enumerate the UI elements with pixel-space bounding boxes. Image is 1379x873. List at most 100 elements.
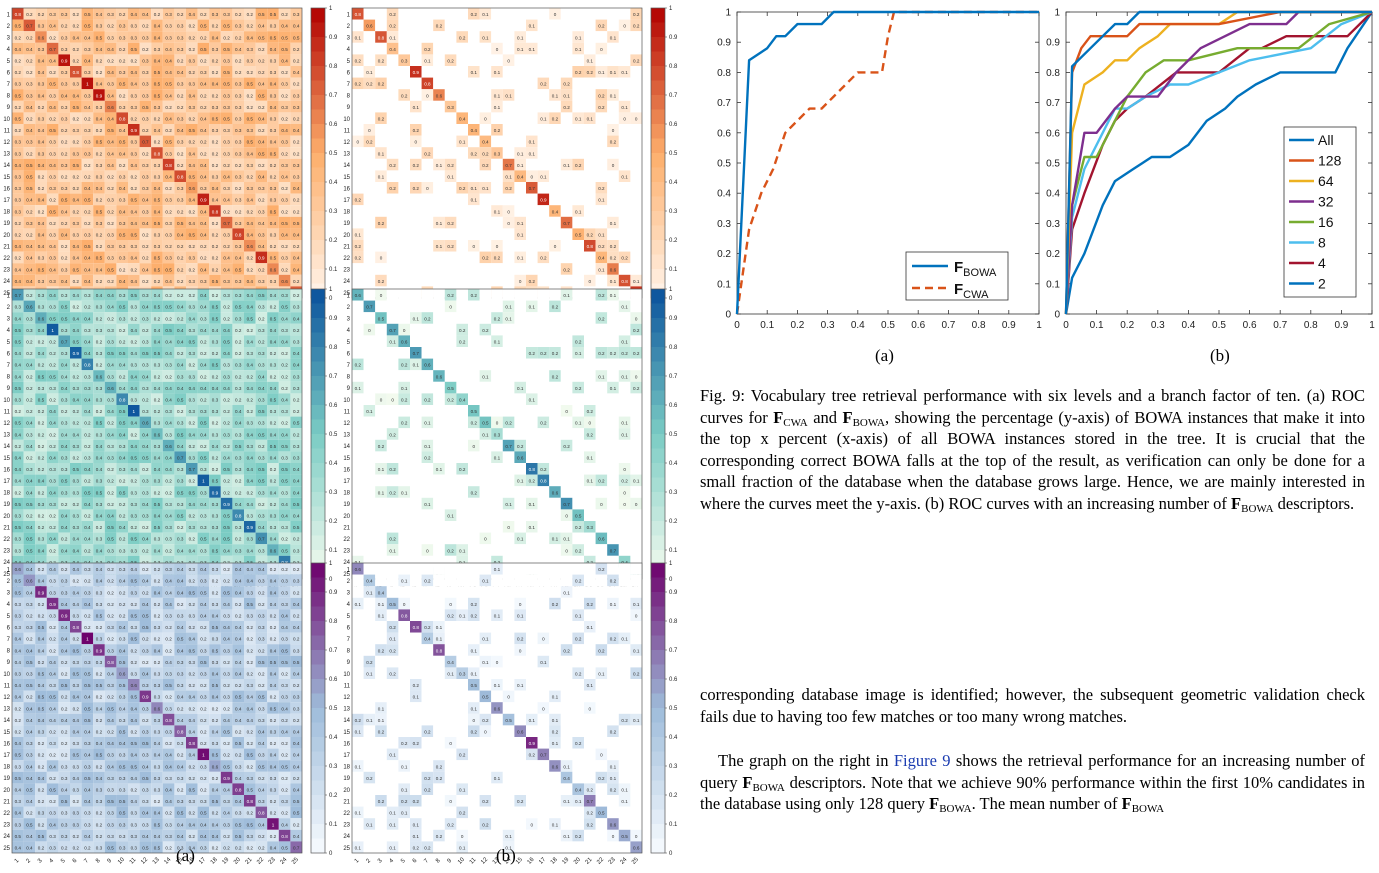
matrix-cell-value: 0.2 [258, 340, 265, 345]
matrix-cell-value: 0.2 [15, 256, 22, 261]
matrix-cell-value: 0.4 [235, 660, 242, 665]
matrix-cell [421, 347, 434, 359]
matrix-cell [433, 428, 445, 440]
matrix-cell [386, 216, 399, 229]
matrix-cell-value: 0.3 [107, 444, 114, 449]
colorbar-segment [651, 289, 665, 304]
matrix-cell-value: 0.4 [61, 625, 68, 630]
matrix-cell-value: 0.2 [61, 128, 68, 133]
matrix-cell-value: 0.3 [189, 105, 196, 110]
matrix-cell-value: 0.4 [177, 648, 184, 653]
matrix-cell [209, 158, 221, 171]
matrix-cell-value: 0.4 [235, 256, 242, 261]
matrix-cell [468, 428, 480, 440]
matrix-cell [607, 451, 619, 463]
matrix-cell [421, 8, 434, 20]
matrix-cell [232, 19, 244, 32]
matrix-cell-value: 0.3 [49, 305, 56, 310]
matrix-cell-value: 0.2 [235, 70, 242, 75]
matrix-row-tick: 4 [347, 47, 351, 53]
matrix-cell-value: 0.2 [119, 93, 126, 98]
matrix-cell [232, 182, 244, 194]
matrix-cell-value: 0.3 [258, 186, 265, 191]
matrix-cell-value: 0.1 [610, 293, 617, 298]
matrix-cell [526, 312, 538, 324]
matrix-cell [70, 42, 82, 55]
matrix-cell-value: 0.2 [413, 186, 420, 191]
matrix-cell-value: 0.2 [84, 163, 91, 168]
matrix-cell [444, 323, 457, 336]
matrix-cell [595, 323, 608, 336]
matrix-cell [584, 463, 596, 475]
matrix-cell-value: 0.5 [96, 35, 103, 40]
matrix-cell [104, 100, 117, 113]
matrix-cell-value: 0.9 [223, 502, 230, 507]
matrix-row-tick: 4 [7, 328, 11, 334]
matrix-cell [12, 8, 24, 20]
matrix-cell-value: 0.5 [119, 421, 126, 426]
colorbar-tick-label: 0.8 [329, 64, 338, 70]
matrix-cell-value: 0.3 [61, 163, 68, 168]
matrix-cell [386, 66, 399, 78]
matrix-cell-value: 0.3 [235, 432, 242, 437]
matrix-cell [244, 193, 256, 206]
matrix-cell-value: 0.3 [131, 244, 138, 249]
matrix-cell-value: 0.3 [96, 305, 103, 310]
matrix-cell-value: 0.2 [212, 140, 219, 145]
matrix-cell [595, 463, 608, 475]
matrix-row-tick: 23 [3, 268, 10, 274]
matrix-cell-value: 0.4 [177, 444, 184, 449]
matrix-cell-value: 0.2 [61, 660, 68, 665]
matrix-cell-value: 0.5 [258, 409, 265, 414]
matrix-cell-value: 0.4 [247, 305, 254, 310]
matrix-cell [433, 228, 445, 240]
matrix-cell-value: 0.4 [119, 186, 126, 191]
matrix-cell-value: 0.4 [61, 363, 68, 368]
matrix-cell-value: 0.3 [165, 151, 172, 156]
matrix-cell-value: 0.2 [281, 209, 288, 214]
matrix-cell [386, 124, 399, 136]
matrix-cell [410, 335, 422, 347]
matrix-cell [128, 193, 140, 206]
matrix-cell [479, 509, 492, 521]
matrix-cell-value: 0.2 [131, 340, 138, 345]
matrix-cell [479, 521, 492, 533]
matrix-cell-value: 0.2 [355, 59, 362, 64]
matrix-cell-value: 0.4 [281, 625, 288, 630]
matrix-cell-value: 0.2 [212, 579, 219, 584]
matrix-cell [421, 405, 434, 417]
matrix-cell-value: 0.2 [598, 105, 605, 110]
matrix-cell-value: 0.5 [119, 82, 126, 87]
matrix-cell [58, 19, 70, 32]
matrix-row-tick: 7 [347, 82, 351, 88]
matrix-cell-value: 0.2 [189, 363, 196, 368]
matrix-cell [560, 393, 573, 405]
matrix-cell-value: 0.5 [189, 233, 196, 238]
colorbar-tick-label: 0.8 [329, 345, 338, 351]
matrix-cell [139, 147, 152, 159]
matrix-cell-value: 0.5 [26, 163, 33, 168]
matrix-cell [398, 100, 410, 113]
matrix-cell [502, 77, 515, 90]
matrix-cell-value: 0.1 [587, 479, 594, 484]
matrix-cell-value: 0.3 [142, 340, 149, 345]
matrix-cell-value: 0.5 [258, 151, 265, 156]
matrix-cell-value: 0.3 [235, 151, 242, 156]
matrix-cell-value: 0.2 [281, 151, 288, 156]
matrix-cell-value: 0.2 [131, 59, 138, 64]
matrix-cell [70, 31, 82, 43]
matrix-cell-value: 0.3 [131, 548, 138, 553]
matrix-cell-value: 0.3 [258, 363, 265, 368]
matrix-cell-value: 0.1 [598, 374, 605, 379]
matrix-cell-value: 0.4 [84, 279, 91, 284]
matrix-cell-value: 0.1 [563, 163, 570, 168]
matrix-cell-value: 0.4 [73, 590, 80, 595]
matrix-cell-value: 0.3 [61, 293, 68, 298]
matrix-cell-value: 0.2 [154, 490, 161, 495]
matrix-cell [468, 251, 480, 264]
matrix-cell-value: 0.2 [177, 105, 184, 110]
matrix-cell-value: 0.4 [107, 117, 114, 122]
matrix-cell-value: 0.3 [247, 59, 254, 64]
matrix-cell [549, 497, 561, 510]
matrix-cell [93, 8, 105, 20]
